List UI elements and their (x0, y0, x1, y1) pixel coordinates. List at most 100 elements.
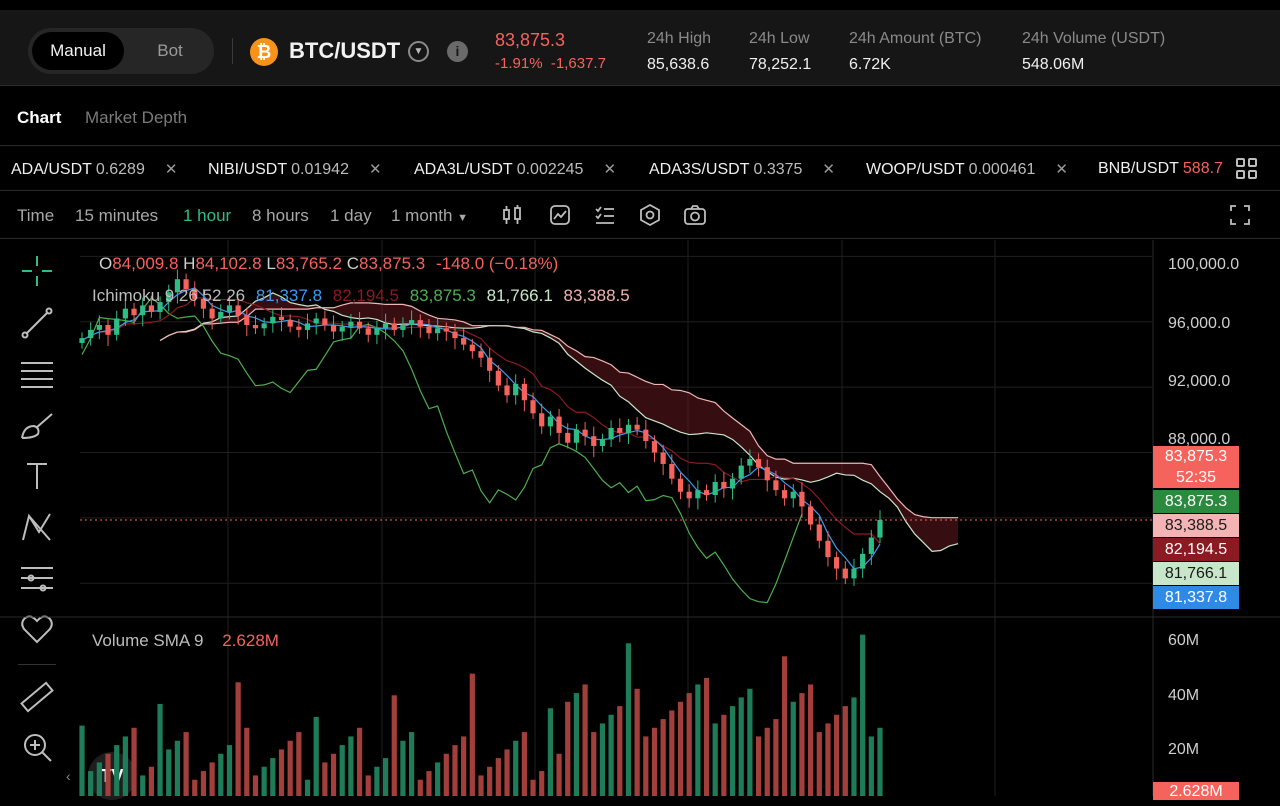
candle (825, 540, 831, 558)
volume-bar (860, 634, 866, 796)
candle (148, 305, 154, 312)
zoom-in-icon[interactable] (18, 728, 56, 766)
countdown-text: 52:35 (1175, 469, 1217, 486)
interval-1d[interactable]: 1 day (330, 206, 372, 225)
candle (530, 400, 536, 414)
fibonacci-icon[interactable] (18, 355, 56, 393)
volume-bar (495, 758, 501, 796)
chevron-left-icon[interactable]: ‹ (66, 768, 71, 784)
chevron-down-icon[interactable]: ▼ (408, 41, 429, 62)
price-chart[interactable] (0, 240, 1280, 806)
volume-bar (703, 677, 710, 796)
change-percent: -1.91% (495, 55, 543, 72)
volume-bar (660, 719, 666, 796)
tab-chart[interactable]: Chart (17, 108, 62, 127)
candle (521, 383, 527, 401)
trendline-icon[interactable] (18, 304, 56, 342)
manual-mode-button[interactable]: Manual (32, 32, 124, 70)
candle (773, 480, 779, 491)
open-label: O (99, 254, 113, 273)
measure-icon[interactable] (18, 559, 56, 597)
volume-bar (348, 736, 354, 796)
price-axis-label: 88,000.0 (1168, 431, 1231, 448)
volume-bar (356, 727, 363, 796)
volume-bar (677, 701, 684, 796)
volume-bar (738, 697, 744, 796)
heart-icon[interactable] (18, 610, 56, 648)
candle (608, 428, 614, 440)
interval-15m[interactable]: 15 minutes (75, 206, 159, 225)
kijun-price-tag: 82,194.5 (1153, 538, 1239, 561)
volume-bar (148, 766, 154, 796)
camera-icon[interactable] (683, 203, 707, 227)
close-icon[interactable]: ✕ (164, 161, 178, 178)
settings-icon[interactable] (638, 203, 662, 227)
current-price-tag: 83,875.3 52:35 (1153, 446, 1239, 488)
volume-tag: 2.628M (1153, 782, 1239, 800)
span-a-price-tag: 81,766.1 (1153, 562, 1239, 585)
candle (755, 459, 762, 468)
pair-title[interactable]: BTC/USDT (289, 38, 401, 63)
candle (539, 413, 545, 427)
ruler-icon[interactable] (18, 678, 56, 716)
volume-bar (651, 727, 658, 796)
ticker-item[interactable]: WOOP/USDT 0.000461 ✕ (866, 160, 1068, 179)
volume-bar (461, 736, 467, 796)
candle (582, 429, 588, 437)
stat-24h-high: 24h High 85,638.6 (647, 30, 711, 74)
interval-1h[interactable]: 1 hour (183, 206, 232, 225)
stat-label: 24h High (647, 30, 712, 47)
indicator-icon[interactable] (548, 203, 572, 227)
close-icon[interactable]: ✕ (822, 161, 835, 178)
info-icon[interactable]: i (447, 41, 468, 62)
tab-market-depth[interactable]: Market Depth (85, 108, 188, 127)
last-price: 83,875.3 (495, 30, 566, 50)
volume-bar (625, 643, 632, 796)
candle (625, 424, 632, 433)
candles-icon[interactable] (500, 203, 524, 227)
interval-8h[interactable]: 8 hours (252, 206, 309, 225)
span-a-value: 81,766.1 (486, 286, 553, 305)
volume-bar (287, 740, 293, 796)
close-icon[interactable]: ✕ (603, 161, 617, 178)
ticker-item[interactable]: ADA/USDT 0.6289 ✕ (11, 160, 177, 179)
bot-mode-button[interactable]: Bot (157, 41, 183, 60)
volume-bar (842, 706, 848, 796)
volume-bar (712, 723, 718, 796)
candle (114, 318, 120, 335)
interval-1month[interactable]: 1 month ▼ (391, 206, 468, 226)
volume-axis-label: 40M (1168, 687, 1200, 704)
ticker-item[interactable]: BNB/USDT 588.7 (1098, 160, 1226, 178)
volume-bar (140, 775, 146, 796)
ticker-pair: NIBI/USDT (208, 161, 288, 178)
fullscreen-icon[interactable] (1228, 203, 1252, 227)
volume-bar (122, 736, 128, 796)
brush-icon[interactable] (18, 406, 56, 444)
ticker-price: 0.01942 (291, 161, 349, 178)
volume-bar (573, 693, 580, 796)
volume-bar (764, 727, 770, 796)
crosshair-icon[interactable] (18, 252, 56, 290)
close-icon[interactable]: ✕ (1055, 161, 1068, 178)
candle (469, 344, 475, 352)
volume-bar (426, 771, 432, 796)
text-icon[interactable] (18, 457, 56, 495)
ticker-price: 0.002245 (516, 161, 584, 178)
candle (513, 383, 519, 396)
ticker-item[interactable]: NIBI/USDT 0.01942 ✕ (208, 160, 382, 179)
pattern-icon[interactable] (18, 508, 56, 546)
candle (304, 323, 311, 330)
tenkan-value: 81,337.8 (255, 286, 323, 305)
ticker-pair: ADA3S/USDT (649, 161, 750, 178)
close-icon[interactable]: ✕ (368, 161, 382, 178)
volume-bar (183, 732, 189, 796)
ticker-item[interactable]: ADA3S/USDT 0.3375 ✕ (649, 160, 835, 179)
volume-bar (799, 693, 805, 796)
candle (409, 320, 415, 326)
template-icon[interactable] (593, 203, 617, 227)
grid-icon[interactable] (1236, 158, 1258, 180)
ticker-item[interactable]: ADA3L/USDT 0.002245 ✕ (414, 160, 616, 179)
volume-bar (114, 745, 120, 796)
stat-24h-volume: 24h Volume (USDT) 548.06M (1022, 30, 1165, 74)
divider (0, 238, 1280, 239)
